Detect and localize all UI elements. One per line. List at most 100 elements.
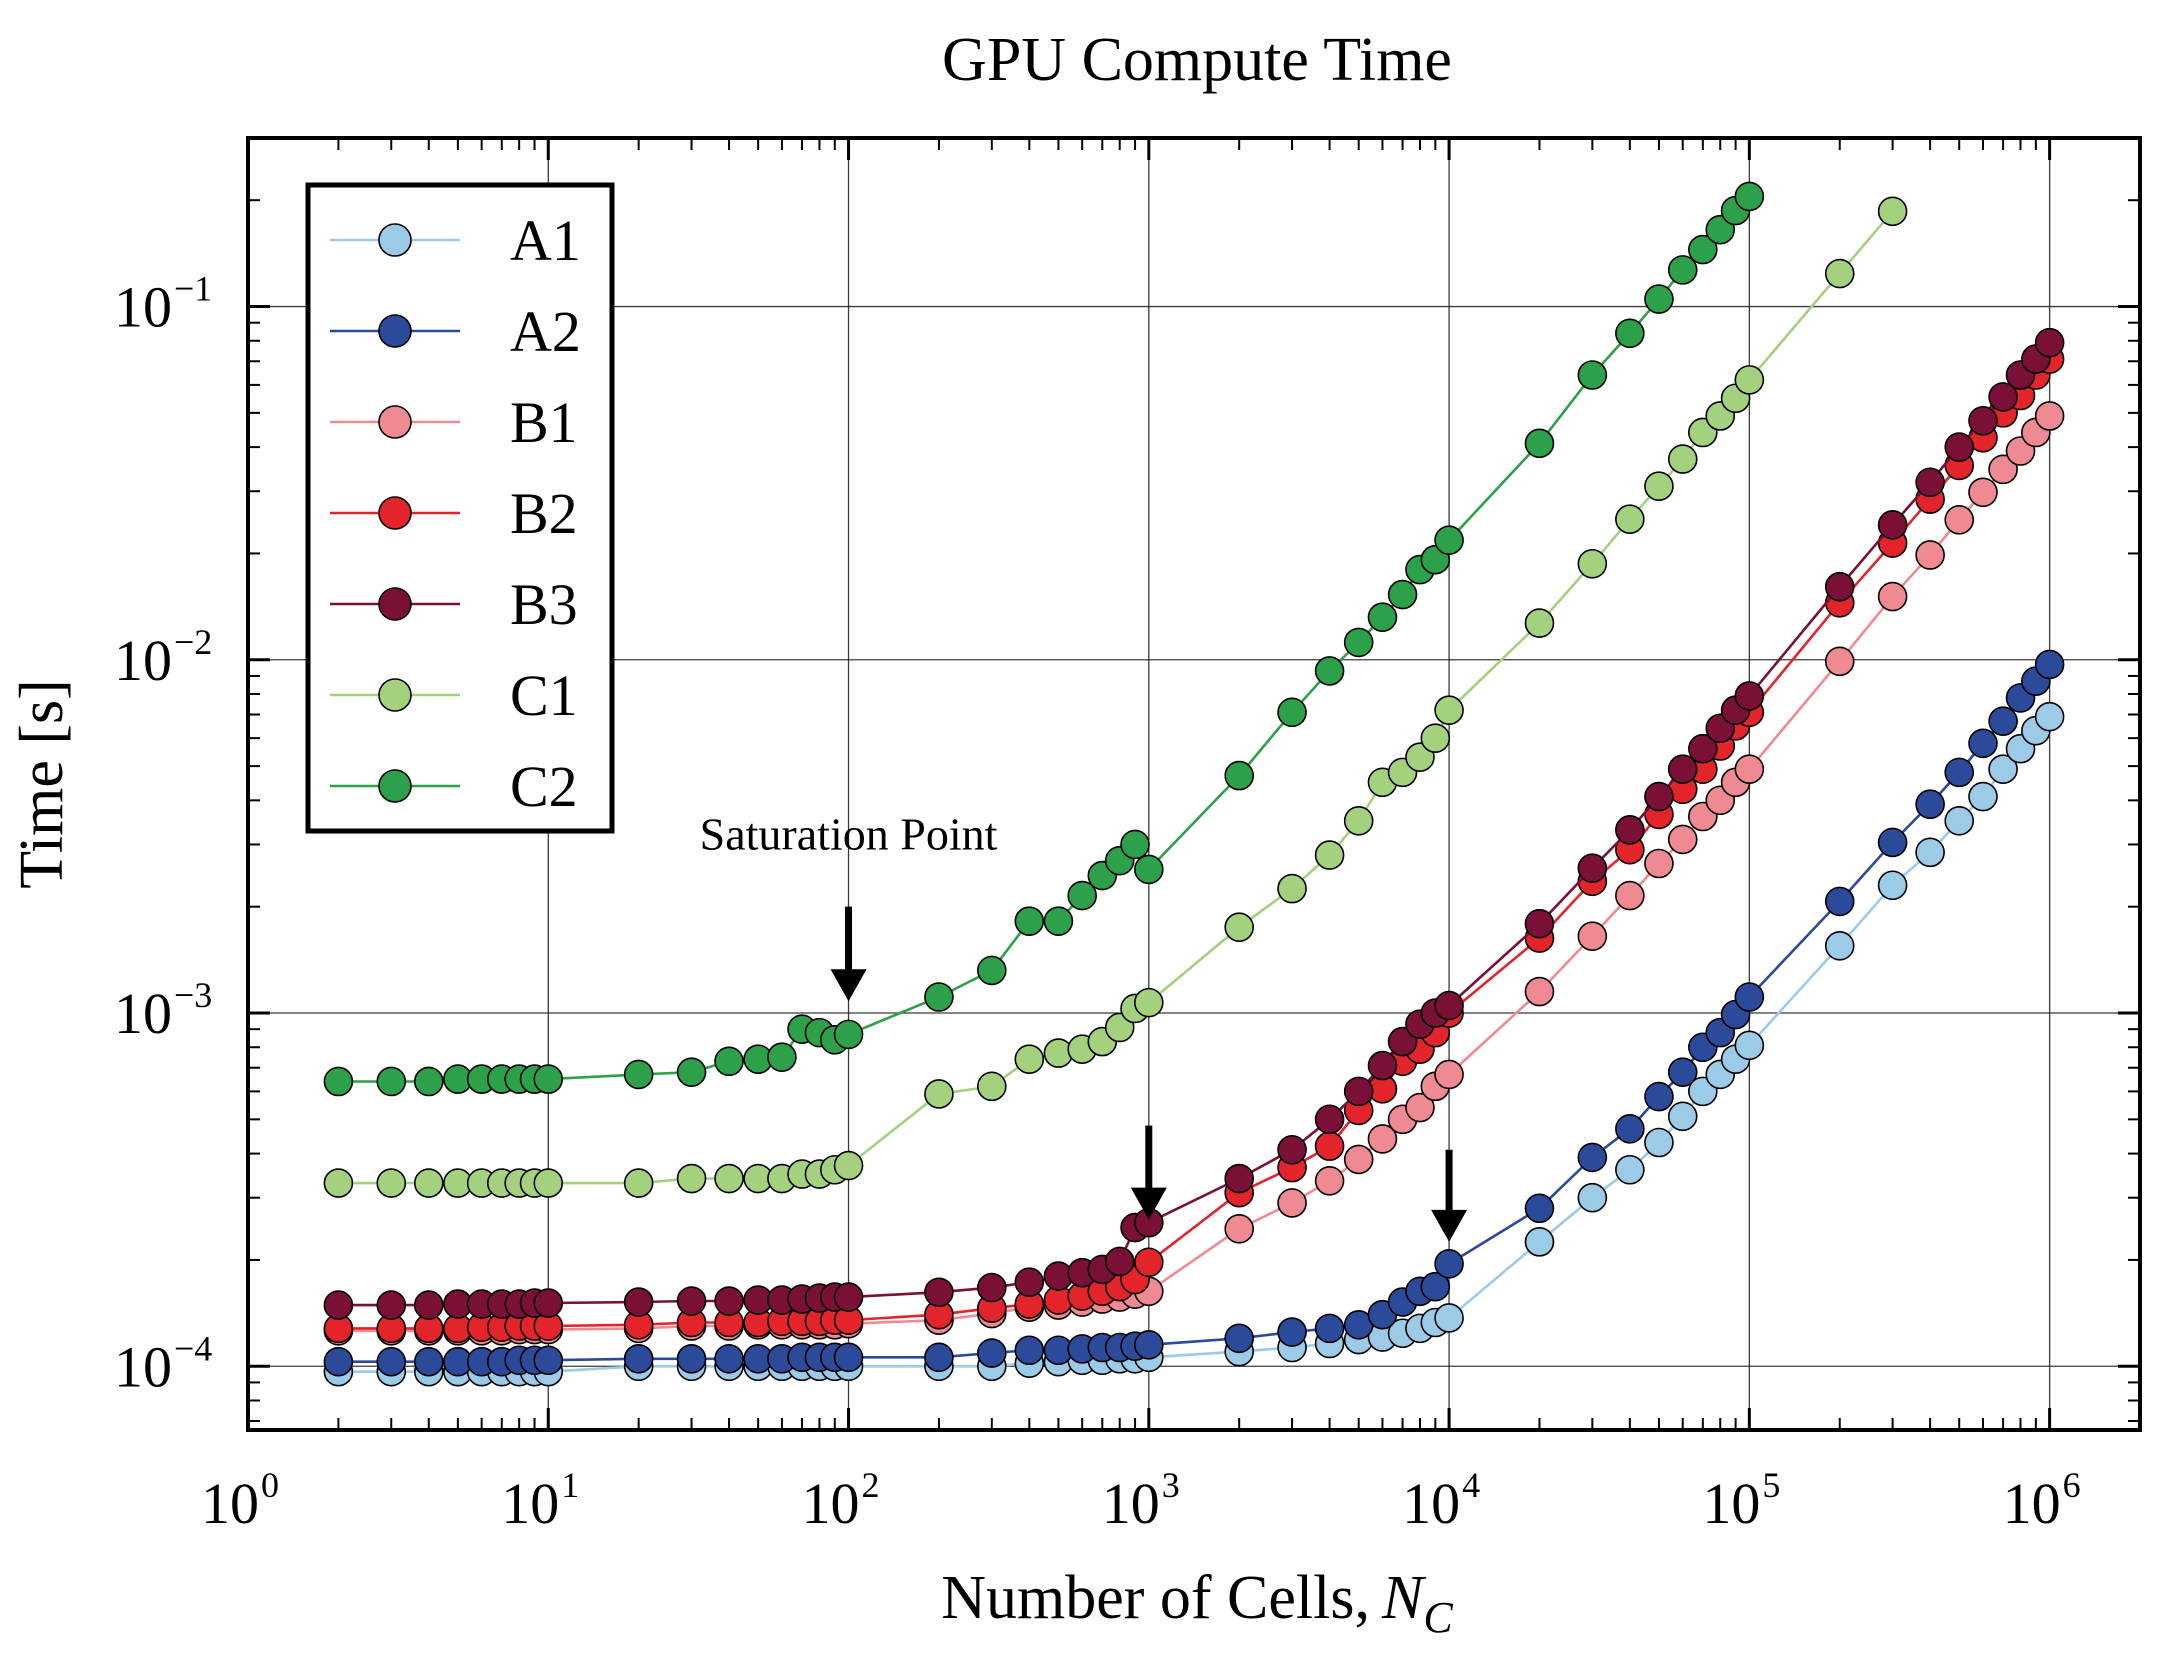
series-a1-point (1667, 1101, 1698, 1132)
series-c2-point (1688, 234, 1718, 265)
legend-item-a2: A2 (330, 299, 581, 364)
series-b1-point (1314, 1165, 1345, 1196)
series-c1-point (533, 1168, 564, 1198)
series-c2-point (1434, 525, 1464, 556)
series-b3-point (1343, 1076, 1374, 1107)
legend-box (305, 182, 615, 834)
series-a2 (323, 649, 2065, 1377)
series-a2-point (2034, 649, 2065, 680)
series-a1-point (1734, 1030, 1765, 1061)
y-tick-exponent: −4 (174, 1328, 212, 1368)
series-b3-point (1915, 467, 1945, 498)
series-c2-point (1524, 428, 1555, 459)
series-a2-point (1667, 1057, 1698, 1087)
series-a1-point (1968, 781, 1998, 812)
series-b3-point (1988, 382, 2018, 412)
x-tick-base: 10 (2003, 1471, 2061, 1536)
y-tick-label: 10−2 (114, 622, 212, 693)
series-c1-point (413, 1168, 444, 1198)
saturation-arrow-head (830, 969, 867, 1002)
y-tick-label: 10−3 (114, 975, 212, 1046)
series-b1-point (1988, 454, 2018, 485)
series-b3-point (1104, 1246, 1135, 1277)
series-a2-point (1968, 728, 1998, 759)
series-c1-point (376, 1168, 407, 1198)
series-b1-point (1277, 1188, 1307, 1218)
legend-swatch-marker (378, 314, 412, 348)
legend-swatch-marker (378, 496, 412, 530)
series-c2-point (1224, 760, 1254, 791)
y-tick-label: 10−4 (114, 1328, 212, 1399)
x-axis-label-subscript: C (1423, 1593, 1453, 1642)
series-a1-point (1824, 930, 1855, 961)
saturation-arrow-head (1431, 1209, 1468, 1242)
saturation-arrow (1431, 1149, 1468, 1242)
series-c1-point (676, 1163, 707, 1194)
series-c1-point (714, 1163, 744, 1194)
x-tick-exponent: 2 (862, 1465, 880, 1505)
legend-swatch-marker (378, 405, 412, 439)
series-a2-point (833, 1342, 864, 1373)
y-tick-base: 10 (114, 981, 172, 1046)
legend-label-b2: B2 (510, 481, 578, 546)
series-a2-point (1615, 1114, 1645, 1144)
series-b3-point (533, 1288, 564, 1318)
series-a1-point (1944, 806, 1975, 836)
series-c2-point (676, 1057, 707, 1087)
series-b1-point (1734, 754, 1765, 785)
legend-swatch-marker (378, 678, 412, 712)
series-a2-line (338, 663, 2051, 1363)
series-c2-point (1667, 255, 1698, 285)
series-b3-point (1877, 510, 1908, 540)
series-b1-point (1968, 477, 1998, 508)
annotations: Saturation Point (700, 809, 1468, 1242)
x-tick-base: 10 (1402, 1471, 1460, 1536)
series-b3-point (1577, 853, 1608, 884)
series-c2 (323, 181, 1765, 1097)
x-tick-label: 100 (201, 1465, 279, 1536)
series-b1-point (1644, 848, 1674, 879)
series-c1-point (1277, 873, 1307, 904)
legend-swatch-marker (378, 587, 412, 621)
series-b3-point (1968, 405, 1998, 436)
saturation-arrow (1130, 1125, 1167, 1220)
series-c1-point (1434, 695, 1464, 725)
series-c1-point (1314, 840, 1345, 870)
series-a2-point (1524, 1193, 1555, 1224)
series-b3-point (714, 1286, 744, 1316)
legend-item-a1: A1 (330, 208, 581, 273)
series-b3-point (676, 1286, 707, 1316)
series-layer (323, 181, 2065, 1387)
series-b1-point (1667, 824, 1698, 855)
series-b1-point (1915, 540, 1945, 570)
series-a2-point (323, 1346, 354, 1377)
series-c1-point (1824, 258, 1855, 289)
series-a2-point (533, 1345, 564, 1376)
series-b3-point (1014, 1267, 1045, 1297)
series-b1-point (1524, 976, 1555, 1007)
series-b1-line (338, 415, 2051, 1333)
y-tick-label: 10−1 (114, 269, 212, 340)
series-c2-point (1314, 656, 1345, 686)
series-b2-point (1314, 1131, 1345, 1161)
legend-swatch-marker (378, 223, 412, 257)
series-b3-point (1524, 908, 1555, 939)
series-b3-point (623, 1287, 654, 1317)
y-axis-label: Time [s] (8, 679, 76, 889)
series-c1-point (833, 1150, 864, 1181)
series-a2-point (1824, 886, 1855, 917)
legend-label-a2: A2 (510, 299, 581, 364)
series-a1-point (1988, 754, 2018, 785)
series-b1-point (1343, 1144, 1374, 1175)
y-tick-exponent: −1 (174, 269, 212, 309)
series-c1-point (1224, 912, 1254, 942)
series-b3-point (977, 1272, 1007, 1303)
saturation-arrow-head (1130, 1187, 1167, 1220)
x-tick-exponent: 5 (1762, 1465, 1780, 1505)
series-a2-point (1988, 706, 2018, 737)
series-a2-point (376, 1346, 407, 1377)
series-a2-point (1644, 1081, 1674, 1112)
series-c2-point (1577, 360, 1608, 390)
